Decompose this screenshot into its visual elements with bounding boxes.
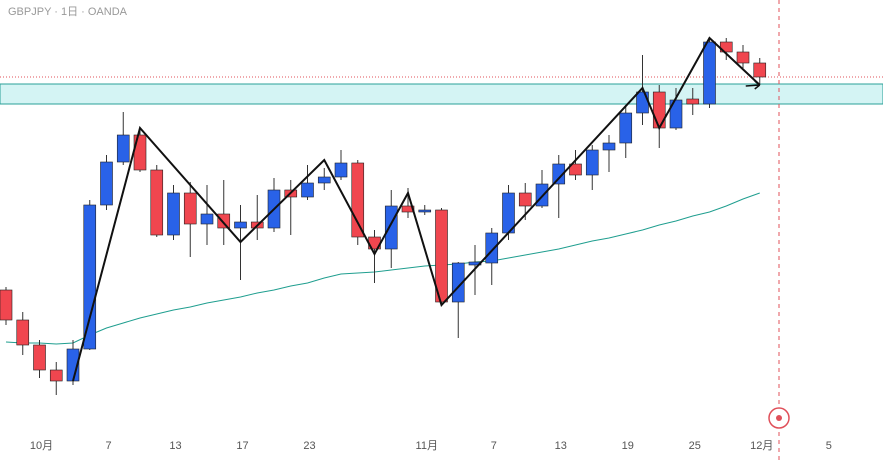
candle-body <box>33 344 46 371</box>
candle-body <box>585 149 599 176</box>
zigzag <box>72 36 761 382</box>
candle-body <box>384 205 398 250</box>
candle-body <box>602 142 616 151</box>
x-tick-label: 7 <box>105 440 111 452</box>
candle-body <box>451 262 465 303</box>
candle-body <box>334 162 348 178</box>
x-tick-label: 12月 <box>750 440 773 452</box>
candle-body <box>552 163 566 185</box>
candle-body <box>401 205 415 213</box>
x-tick-label: 25 <box>689 440 701 452</box>
x-tick-label: 5 <box>826 440 832 452</box>
candle-body <box>183 192 197 225</box>
zigzag-arrow <box>745 80 761 90</box>
main-layer <box>0 36 767 395</box>
candle-body <box>736 51 750 64</box>
chart-title: GBPJPY · 1日 · OANDA <box>8 6 128 18</box>
candle-body <box>200 213 214 225</box>
candle-body <box>217 213 231 229</box>
candle-body <box>753 62 767 78</box>
x-tick-label: 17 <box>236 440 248 452</box>
candle-body <box>619 112 633 144</box>
candle-body <box>234 221 247 229</box>
x-tick-label: 11月 <box>416 440 438 452</box>
candle-body <box>0 289 13 321</box>
x-tick-label: 23 <box>303 440 315 452</box>
candle-body <box>652 91 666 129</box>
candle-body <box>100 161 113 206</box>
candle-body <box>569 163 582 176</box>
cursor-dot <box>776 415 782 421</box>
candle-body <box>636 91 649 114</box>
candle-body <box>83 204 97 350</box>
candle-body <box>518 192 532 207</box>
x-tick-label: 7 <box>491 440 497 452</box>
moving-average <box>5 192 760 345</box>
candle-body <box>351 162 365 238</box>
candle-body <box>150 169 164 236</box>
candle-body <box>485 232 499 264</box>
candle-body <box>167 192 180 236</box>
candle-body <box>686 98 700 105</box>
x-tick-label: 19 <box>622 440 634 452</box>
x-tick-label: 10月 <box>30 440 53 452</box>
candle-body <box>418 209 432 213</box>
x-tick-label: 13 <box>555 440 567 452</box>
candle-body <box>49 369 63 382</box>
x-tick-label: 13 <box>169 440 181 452</box>
zone <box>0 83 883 105</box>
candle-body <box>703 41 716 105</box>
candle-body <box>116 134 130 163</box>
candle-body <box>535 183 549 207</box>
candle-body <box>317 176 331 184</box>
candle-body <box>301 182 314 198</box>
candle-body <box>16 319 30 346</box>
